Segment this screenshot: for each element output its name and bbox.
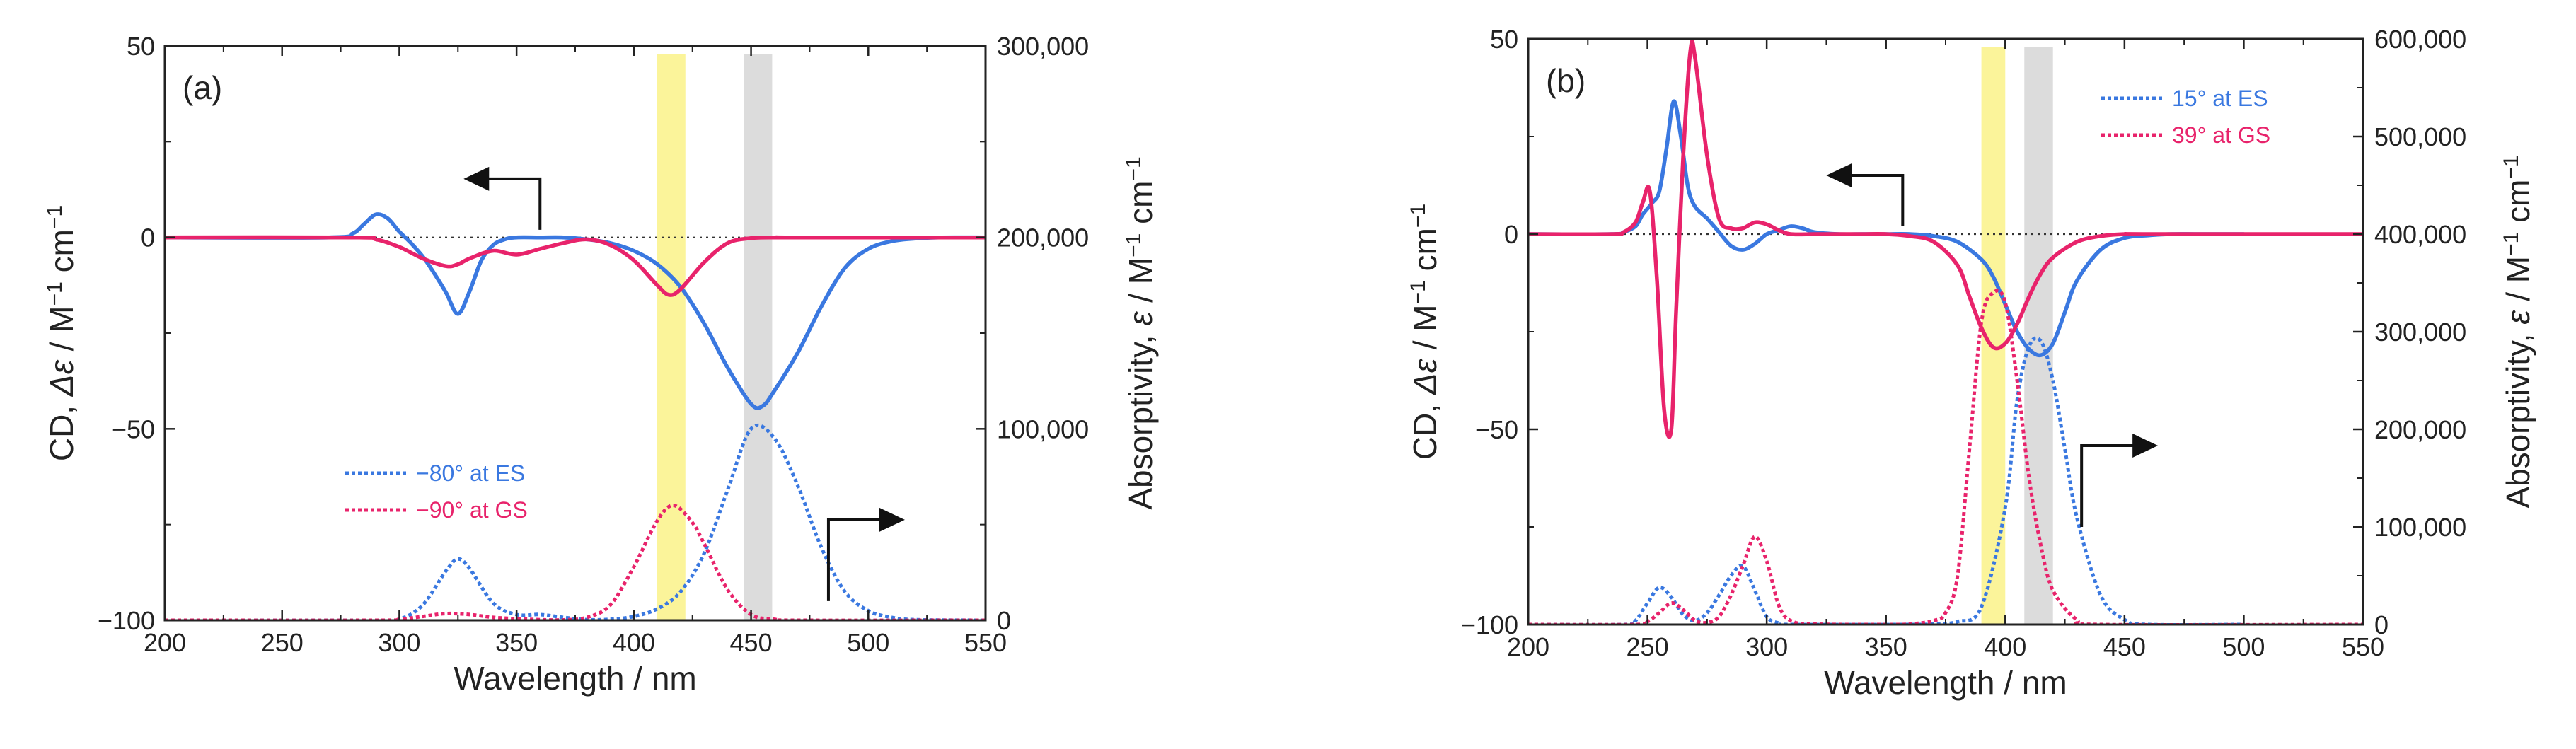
x-tick-label-2: 300 <box>378 628 420 657</box>
y-right-axis-label-unit: / M <box>1122 257 1159 312</box>
x-tick-label-5: 450 <box>730 628 773 657</box>
y-right-axis-label-mid: cm <box>2500 180 2536 232</box>
y-right-tick-label-3: 300,000 <box>2374 318 2466 347</box>
series-2-dotted-right <box>1528 336 2244 625</box>
y-right-tick-label-3: 300,000 <box>997 32 1089 61</box>
cd-axis-arrow-0 <box>1849 173 1905 226</box>
abs-axis-arrow-1 <box>826 518 882 601</box>
y-left-tick-label-2: 0 <box>141 223 155 252</box>
cd-axis-arrow-0 <box>487 177 542 230</box>
y-left-axis-label-sup1: −1 <box>1407 280 1430 304</box>
x-tick-label-1: 250 <box>261 628 304 657</box>
y-right-axis-label-unit: / M <box>2500 256 2536 310</box>
y-left-axis-label-symbol: Δε <box>1407 358 1443 395</box>
y-right-axis-label-prefix: Absorptivity, <box>1122 326 1159 510</box>
y-right-axis-label-prefix: Absorptivity, <box>2500 325 2536 509</box>
y-left-axis-label-sup1: −1 <box>43 281 67 306</box>
y-left-tick-label-3: 50 <box>127 32 155 61</box>
y-left-axis-label-mid: cm <box>1407 228 1443 280</box>
x-axis-label: Wavelength / nm <box>1824 664 2067 701</box>
y-right-axis-label-sup1: −1 <box>2500 232 2523 256</box>
series-1-solid-left <box>165 235 986 297</box>
x-tick-label-0: 200 <box>1507 632 1549 661</box>
y-right-tick-label-4: 400,000 <box>2374 220 2466 249</box>
x-tick-label-5: 450 <box>2103 632 2146 661</box>
panel-a: 200 250 300 350 400 450 500 550−100−500500100,0… <box>43 32 1160 697</box>
x-axis-label: Wavelength / nm <box>454 660 696 697</box>
legend-label-1: 39° at GS <box>2172 122 2270 148</box>
y-left-axis-label-sup2: −1 <box>1407 204 1430 228</box>
y-right-tick-label-2: 200,000 <box>2374 415 2466 444</box>
y-right-tick-label-5: 500,000 <box>2374 122 2466 151</box>
highlight-band-0 <box>657 54 686 620</box>
highlight-band-1 <box>744 54 773 620</box>
y-right-axis-label-sup2: −1 <box>2500 155 2523 179</box>
y-right-axis-label: Absorptivity, ε / M−1 cm−1 <box>2500 155 2537 508</box>
x-tick-label-4: 400 <box>613 628 655 657</box>
y-left-tick-label-0: −100 <box>1461 610 1518 639</box>
x-tick-label-3: 350 <box>1865 632 1907 661</box>
x-tick-label-6: 500 <box>2222 632 2265 661</box>
y-left-tick-label-2: 0 <box>1504 220 1518 249</box>
panel-label: (a) <box>183 69 222 106</box>
x-tick-label-4: 400 <box>1984 632 2026 661</box>
y-left-axis-label: CD, Δε / M−1 cm−1 <box>1407 204 1444 460</box>
y-right-axis-label-sup1: −1 <box>1122 233 1145 257</box>
abs-axis-arrowhead-1 <box>2132 434 2159 458</box>
y-right-tick-label-0: 0 <box>997 606 1011 635</box>
y-right-tick-label-2: 200,000 <box>997 223 1089 252</box>
x-tick-label-0: 200 <box>144 628 186 657</box>
y-right-tick-label-1: 100,000 <box>2374 513 2466 542</box>
y-right-axis-label-mid: cm <box>1122 181 1159 233</box>
x-tick-label-7: 550 <box>964 628 1007 657</box>
y-left-tick-label-0: −100 <box>98 606 155 635</box>
x-tick-label-1: 250 <box>1627 632 1669 661</box>
y-left-axis-label-prefix: CD, <box>1407 395 1443 460</box>
x-tick-label-6: 500 <box>847 628 889 657</box>
abs-axis-arrow-1 <box>2080 444 2135 527</box>
y-left-axis-label-unit: / M <box>43 306 80 360</box>
series-1-solid-left <box>1528 39 2363 439</box>
y-right-tick-label-0: 0 <box>2374 610 2389 639</box>
cd-axis-arrowhead-0 <box>1826 163 1852 187</box>
y-right-axis-label: Absorptivity, ε / M−1 cm−1 <box>1122 156 1160 509</box>
panel-b: 200 250 300 350 400 450 500 550−100−500500100,0… <box>1407 25 2537 701</box>
highlight-band-1 <box>2024 47 2053 625</box>
series-group <box>165 212 986 620</box>
y-right-tick-label-1: 100,000 <box>997 414 1089 443</box>
y-right-axis-label-sup2: −1 <box>1122 156 1145 180</box>
x-tick-label-2: 300 <box>1745 632 1788 661</box>
panel-label: (b) <box>1546 62 1586 99</box>
y-right-axis-label-symbol: ε <box>2500 310 2536 325</box>
x-tick-label-3: 350 <box>495 628 538 657</box>
y-left-tick-label-1: −50 <box>1475 415 1518 444</box>
y-left-axis-label-mid: cm <box>43 229 80 281</box>
y-right-tick-label-6: 600,000 <box>2374 25 2466 54</box>
cd-axis-arrowhead-0 <box>463 166 490 191</box>
legend-label-0: 15° at ES <box>2172 86 2268 111</box>
abs-axis-arrowhead-1 <box>879 507 905 532</box>
y-left-axis-label: CD, Δε / M−1 cm−1 <box>43 205 81 461</box>
series-2-dotted-right <box>165 423 986 620</box>
y-left-axis-label-symbol: Δε <box>43 359 80 397</box>
y-left-tick-label-3: 50 <box>1490 25 1518 54</box>
x-tick-label-7: 550 <box>2342 632 2384 661</box>
y-left-tick-label-1: −50 <box>112 414 155 443</box>
series-3-dotted-right <box>165 504 986 620</box>
y-left-axis-label-prefix: CD, <box>43 396 80 461</box>
legend-label-1: −90° at GS <box>416 497 528 523</box>
y-left-axis-label-unit: / M <box>1407 304 1443 359</box>
y-right-axis-label-symbol: ε <box>1122 311 1159 326</box>
y-left-axis-label-sup2: −1 <box>43 205 67 229</box>
series-0-solid-left <box>165 212 986 410</box>
legend-label-0: −80° at ES <box>416 460 525 486</box>
